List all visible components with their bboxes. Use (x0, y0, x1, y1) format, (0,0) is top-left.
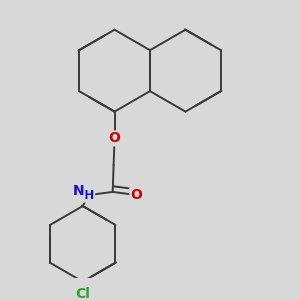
Text: O: O (130, 188, 142, 202)
Text: O: O (109, 131, 121, 146)
Text: H: H (84, 188, 94, 202)
Text: Cl: Cl (75, 287, 90, 300)
Text: N: N (73, 184, 85, 198)
